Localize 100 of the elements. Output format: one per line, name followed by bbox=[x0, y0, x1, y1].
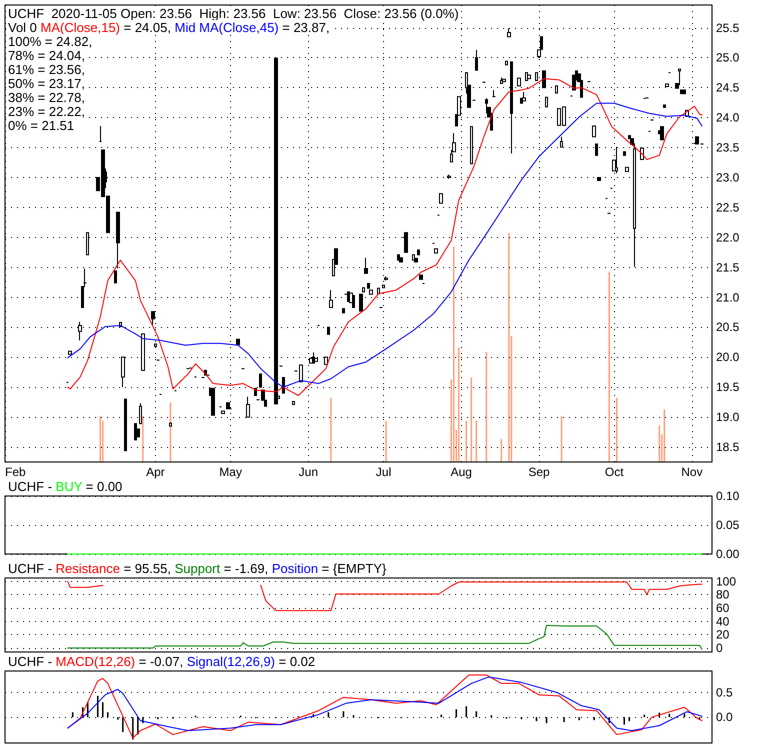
candlestick bbox=[236, 338, 240, 346]
y-tick-label: 20.5 bbox=[716, 320, 740, 334]
chart-title: UCHF 2020-11-05 Open: 23.56 High: 23.56 Low: 23.56 Close: 23.56 (0.0%) bbox=[8, 6, 459, 21]
x-tick-label: Feb bbox=[5, 465, 26, 479]
y-tick-label: 24.0 bbox=[716, 110, 740, 125]
y-tick-label: 19.0 bbox=[716, 410, 740, 424]
x-tick-label: Apr bbox=[146, 465, 165, 479]
candlestick bbox=[211, 388, 215, 416]
x-tick-label: Nov bbox=[681, 465, 703, 479]
y-tick-label: 25.5 bbox=[716, 20, 740, 35]
legend-label: Position bbox=[272, 561, 318, 576]
y-tick-label: 19.5 bbox=[716, 380, 740, 394]
text: = -1.69, bbox=[224, 561, 268, 576]
candlestick bbox=[221, 410, 225, 414]
text: = 95.55, bbox=[124, 561, 171, 576]
annotation: 61% = 23.56, bbox=[8, 62, 85, 77]
text: = 0.02 bbox=[278, 654, 316, 669]
text: Vol 0 bbox=[8, 20, 37, 35]
candlestick bbox=[439, 193, 443, 204]
y-tick-label: 0.00 bbox=[716, 547, 740, 561]
candlestick bbox=[500, 76, 503, 84]
text: BUY bbox=[56, 479, 82, 494]
candlestick bbox=[419, 274, 423, 280]
text: MA(Close,15) bbox=[40, 20, 120, 35]
candlestick bbox=[545, 96, 548, 108]
y-tick-label: 23.5 bbox=[716, 140, 740, 155]
candlestick bbox=[663, 104, 666, 108]
annotation: 38% = 22.78, bbox=[8, 90, 85, 105]
candlestick bbox=[141, 333, 145, 371]
y-tick-label: 21.0 bbox=[716, 290, 740, 304]
text: = {EMPTY} bbox=[322, 561, 386, 576]
candlestick bbox=[434, 248, 438, 254]
candlestick bbox=[485, 98, 488, 114]
candlestick bbox=[505, 60, 508, 66]
line-series bbox=[67, 624, 702, 650]
candlestick bbox=[114, 270, 117, 284]
candlestick bbox=[292, 401, 295, 405]
x-tick-label: May bbox=[219, 465, 242, 479]
y-tick-label: 25.0 bbox=[716, 50, 740, 65]
y-tick-label: 22.0 bbox=[716, 230, 740, 244]
y-tick-label: 0.10 bbox=[716, 489, 740, 503]
candlestick bbox=[124, 398, 127, 452]
y-tick-label: 0 bbox=[716, 641, 723, 655]
candlestick bbox=[660, 126, 664, 140]
candlestick bbox=[555, 85, 558, 94]
candlestick bbox=[99, 125, 102, 142]
series-label: Resistance bbox=[56, 561, 120, 576]
annotation: 78% = 24.04, bbox=[8, 48, 85, 63]
y-tick-label: 20.0 bbox=[716, 350, 740, 364]
chart-title: UCHF - bbox=[8, 654, 52, 669]
text: Signal(12,26,9) bbox=[186, 654, 275, 669]
annotation: = 23.87, bbox=[282, 20, 330, 35]
candlestick bbox=[542, 70, 546, 88]
y-tick-label: 0.5 bbox=[716, 685, 734, 700]
annotation: 50% = 23.17, bbox=[8, 76, 85, 91]
candlestick bbox=[517, 78, 521, 86]
text: Support bbox=[174, 561, 220, 576]
candlestick bbox=[447, 174, 451, 180]
candlestick bbox=[592, 125, 596, 138]
text: = -0.07, bbox=[138, 654, 184, 669]
annotation: 23% = 22.22, bbox=[8, 104, 85, 119]
annotation: = 24.05, bbox=[124, 20, 171, 35]
candlestick bbox=[327, 326, 330, 335]
y-tick-label: 0.05 bbox=[716, 518, 740, 532]
candlestick bbox=[342, 308, 345, 314]
candlestick bbox=[414, 258, 418, 262]
text: = 0.00 bbox=[86, 479, 122, 494]
y-tick-label: 80 bbox=[716, 588, 730, 602]
candlestick bbox=[502, 78, 506, 82]
candlestick bbox=[169, 422, 172, 427]
y-tick-label: 21.5 bbox=[716, 260, 740, 274]
candlestick bbox=[623, 151, 626, 156]
candlestick bbox=[597, 177, 601, 181]
y-tick-label: 100 bbox=[716, 574, 736, 588]
y-tick-label: 0.0 bbox=[716, 710, 734, 724]
x-tick-label: Sep bbox=[528, 465, 550, 479]
annotation: 100% = 24.82, bbox=[8, 34, 92, 49]
y-tick-label: 60 bbox=[716, 601, 730, 615]
y-tick-label: 23.0 bbox=[716, 170, 740, 184]
chart-title: UCHF - bbox=[8, 479, 52, 494]
annotation: 0% = 21.51 bbox=[8, 118, 74, 133]
y-tick-label: 24.5 bbox=[716, 80, 740, 95]
chart-title: UCHF - bbox=[8, 561, 52, 576]
y-tick-label: 18.5 bbox=[716, 440, 740, 454]
series-label: MACD(12,26) bbox=[56, 654, 136, 669]
candlestick bbox=[527, 74, 531, 80]
candlestick bbox=[492, 90, 496, 98]
x-tick-label: Oct bbox=[604, 465, 624, 479]
candlestick bbox=[625, 166, 629, 172]
text: Mid MA(Close,45) bbox=[174, 20, 279, 35]
x-tick-label: Aug bbox=[450, 465, 472, 479]
candlestick bbox=[364, 257, 368, 274]
x-tick-label: Jun bbox=[298, 465, 318, 479]
candlestick bbox=[384, 276, 388, 282]
candlestick bbox=[522, 91, 526, 102]
y-tick-label: 40 bbox=[716, 614, 730, 628]
x-tick-label: Jul bbox=[376, 465, 392, 479]
candlestick bbox=[404, 232, 408, 253]
candlestick bbox=[417, 249, 420, 256]
candlestick bbox=[352, 294, 355, 308]
